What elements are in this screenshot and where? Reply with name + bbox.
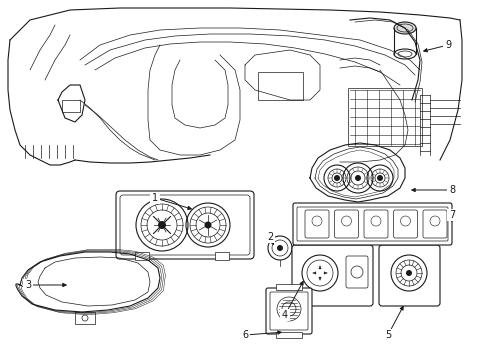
Bar	[348, 88, 422, 146]
Circle shape	[277, 245, 283, 251]
FancyBboxPatch shape	[258, 72, 303, 100]
FancyBboxPatch shape	[120, 195, 250, 255]
FancyBboxPatch shape	[293, 203, 452, 245]
Circle shape	[406, 270, 412, 276]
FancyBboxPatch shape	[270, 292, 308, 330]
Ellipse shape	[394, 22, 416, 34]
FancyBboxPatch shape	[305, 210, 329, 238]
Text: 3: 3	[25, 280, 31, 290]
FancyBboxPatch shape	[335, 210, 359, 238]
Text: 7: 7	[449, 210, 455, 220]
FancyBboxPatch shape	[379, 245, 440, 306]
Bar	[276, 284, 302, 290]
Bar	[75, 312, 95, 324]
FancyBboxPatch shape	[346, 256, 368, 288]
Circle shape	[204, 221, 212, 229]
Text: 9: 9	[445, 40, 451, 50]
FancyBboxPatch shape	[393, 210, 417, 238]
Bar	[62, 100, 80, 112]
Text: 8: 8	[449, 185, 455, 195]
Circle shape	[377, 175, 383, 181]
FancyBboxPatch shape	[266, 288, 312, 334]
Text: 6: 6	[242, 330, 248, 340]
Circle shape	[355, 175, 361, 181]
FancyBboxPatch shape	[364, 210, 388, 238]
Bar	[276, 332, 302, 338]
Circle shape	[334, 175, 340, 181]
Ellipse shape	[394, 49, 416, 59]
Circle shape	[158, 221, 166, 229]
FancyBboxPatch shape	[423, 210, 447, 238]
Bar	[135, 252, 149, 260]
Text: 1: 1	[152, 193, 158, 203]
Bar	[215, 252, 229, 260]
Text: 2: 2	[267, 232, 273, 242]
FancyBboxPatch shape	[292, 245, 373, 306]
FancyBboxPatch shape	[297, 207, 448, 241]
Text: 5: 5	[385, 330, 391, 340]
Text: 4: 4	[282, 310, 288, 320]
FancyBboxPatch shape	[116, 191, 254, 259]
